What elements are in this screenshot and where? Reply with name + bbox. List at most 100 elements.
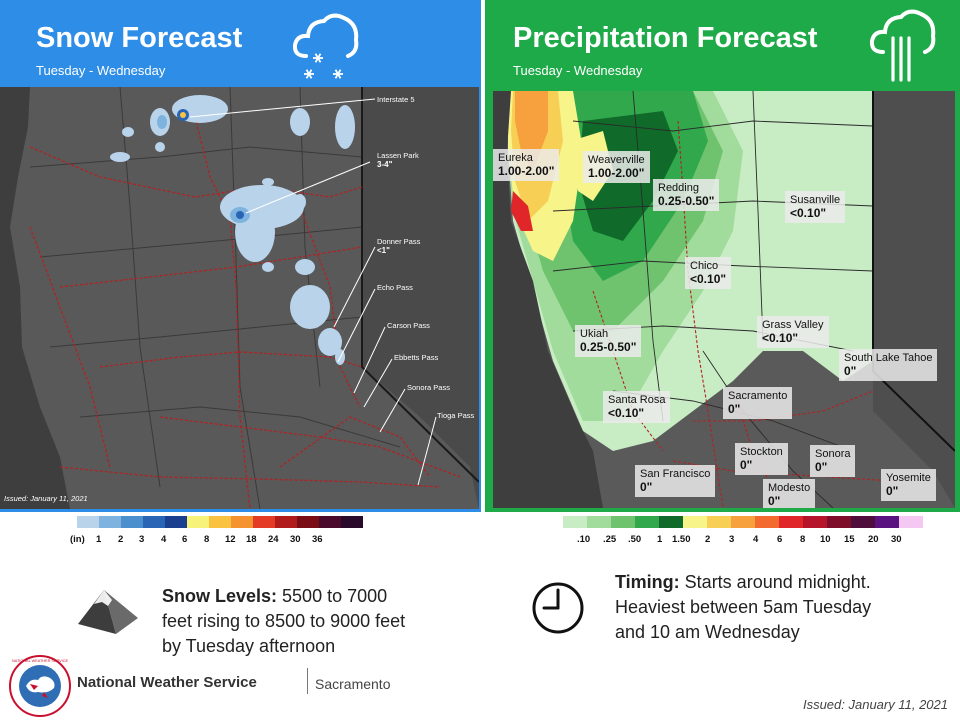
precip-legend-colorbar: [563, 516, 923, 528]
city-label-susanville: Susanville <0.10": [785, 191, 846, 223]
precip-legend-label: 1.50: [672, 534, 691, 545]
snow-levels-text: Snow Levels: 5500 to 7000 feet rising to…: [162, 586, 406, 656]
precip-legend-labels: .10 .25 .50 1 1.50 2 3 4 6 8 10 15 20 30: [0, 534, 960, 548]
city-label-grass-valley: Grass Valley <0.10": [757, 316, 829, 348]
footer-office: Sacramento: [315, 676, 391, 692]
city-label-ukiah: Ukiah 0.25-0.50": [575, 325, 642, 357]
legend-swatch: [341, 516, 363, 528]
city-label-santa-rosa: Santa Rosa <0.10": [603, 391, 671, 423]
precip-legend-label: .50: [628, 534, 642, 545]
legend-swatch: [635, 516, 659, 528]
legend-swatch: [563, 516, 587, 528]
precip-legend-label: 30: [891, 534, 902, 545]
precip-legend-label: 4: [753, 534, 759, 545]
city-label-sonora: Sonora 0": [810, 445, 856, 477]
snow-levels-label: Snow Levels:: [162, 586, 278, 606]
legend-swatch: [707, 516, 731, 528]
legend-swatch: [803, 516, 827, 528]
snow-panel-subtitle: Tuesday - Wednesday: [36, 63, 166, 78]
snow-legend-label: 1: [96, 534, 102, 545]
legend-swatch: [611, 516, 635, 528]
callout-lassen-park: Lassen Park 3-4": [377, 151, 419, 169]
legend-swatch: [319, 516, 341, 528]
city-label-san-francisco: San Francisco 0": [635, 465, 716, 497]
legend-swatch: [827, 516, 851, 528]
mountain-icon: [78, 590, 138, 634]
snow-legend-label: 8: [204, 534, 210, 545]
clock-icon: [532, 582, 584, 634]
legend-swatch: [755, 516, 779, 528]
callout-ebbetts-pass: Ebbetts Pass: [394, 353, 439, 362]
snow-legend-label: 4: [161, 534, 167, 545]
precip-map-graphic: [493, 91, 955, 508]
legend-swatch: [275, 516, 297, 528]
snow-legend-unit: (in): [70, 534, 85, 545]
legend-swatch: [683, 516, 707, 528]
snow-map: Interstate 5 Lassen Park 3-4" Donner Pass…: [0, 87, 479, 509]
footer-organization: National Weather Service: [77, 674, 257, 691]
legend-swatch: [121, 516, 143, 528]
precip-legend-label: 3: [729, 534, 735, 545]
legend-swatch: [187, 516, 209, 528]
legend-swatch: [143, 516, 165, 528]
timing-text: Timing: Starts around midnight. Heaviest…: [615, 572, 872, 642]
precip-legend-label: 20: [868, 534, 879, 545]
city-label-stockton: Stockton 0": [735, 443, 788, 475]
legend-swatch: [875, 516, 899, 528]
legend-swatch: [165, 516, 187, 528]
city-label-yosemite: Yosemite 0": [881, 469, 936, 501]
snow-cloud-icon: [292, 13, 359, 79]
legend-swatch: [231, 516, 253, 528]
precip-panel-subtitle: Tuesday - Wednesday: [513, 63, 643, 78]
callout-echo-pass: Echo Pass: [377, 283, 413, 292]
rain-cloud-icon: [869, 9, 936, 82]
snow-map-graphic: [0, 87, 479, 509]
precip-panel-title: Precipitation Forecast: [513, 22, 818, 54]
city-label-redding: Redding 0.25-0.50": [653, 179, 720, 211]
snow-map-issued: Issued: January 11, 2021: [4, 494, 88, 503]
snow-legend-label: 12: [225, 534, 236, 545]
snow-legend-label: 6: [182, 534, 188, 545]
nws-logo-text: NATIONAL WEATHER SERVICE: [12, 659, 68, 663]
city-label-sacramento: Sacramento 0": [723, 387, 793, 419]
city-label-south-lake-tahoe: South Lake Tahoe 0": [839, 349, 938, 381]
precipitation-forecast-panel: Precipitation Forecast Tuesday - Wednesd…: [485, 0, 960, 512]
precip-legend-label: .10: [577, 534, 591, 545]
snow-legend-labels: (in) 1 2 3 4 6 8 12 18 24 30 36: [0, 534, 481, 548]
snow-panel-title: Snow Forecast: [36, 22, 243, 54]
snow-legend-colorbar: [77, 516, 363, 528]
legend-swatch: [779, 516, 803, 528]
nws-logo: NATIONAL WEATHER SERVICE: [9, 655, 71, 717]
city-label-eureka: Eureka 1.00-2.00": [493, 149, 560, 181]
legend-swatch: [209, 516, 231, 528]
legend-swatch: [587, 516, 611, 528]
callout-donner-pass: Donner Pass <1": [377, 237, 421, 255]
legend-swatch: [297, 516, 319, 528]
footer-divider: [307, 668, 308, 694]
legend-swatch: [77, 516, 99, 528]
legend-swatch: [659, 516, 683, 528]
city-label-weaverville: Weaverville 1.00-2.00": [583, 151, 650, 183]
timing-label: Timing:: [615, 572, 680, 592]
legend-swatch: [851, 516, 875, 528]
legend-swatch: [731, 516, 755, 528]
city-label-modesto: Modesto 0": [763, 479, 816, 508]
callout-carson-pass: Carson Pass: [387, 321, 430, 330]
precip-legend-label: .25: [603, 534, 617, 545]
legend-swatch: [899, 516, 923, 528]
snow-legend-label: 18: [246, 534, 257, 545]
precip-legend-label: 1: [657, 534, 663, 545]
legend-swatch: [99, 516, 121, 528]
precip-legend-label: 15: [844, 534, 855, 545]
snow-forecast-panel: Snow Forecast Tuesday - Wednesday: [0, 0, 481, 512]
legend-swatch: [253, 516, 275, 528]
precip-legend-label: 6: [777, 534, 783, 545]
snow-legend-label: 24: [268, 534, 279, 545]
precip-legend-label: 2: [705, 534, 711, 545]
precip-map: Eureka 1.00-2.00" Weaverville 1.00-2.00" R…: [493, 91, 955, 508]
snow-legend-label: 2: [118, 534, 124, 545]
precip-legend-label: 10: [820, 534, 831, 545]
callout-sonora-pass: Sonora Pass: [407, 383, 450, 392]
snow-legend-label: 36: [312, 534, 323, 545]
callout-interstate-5: Interstate 5: [377, 95, 415, 104]
